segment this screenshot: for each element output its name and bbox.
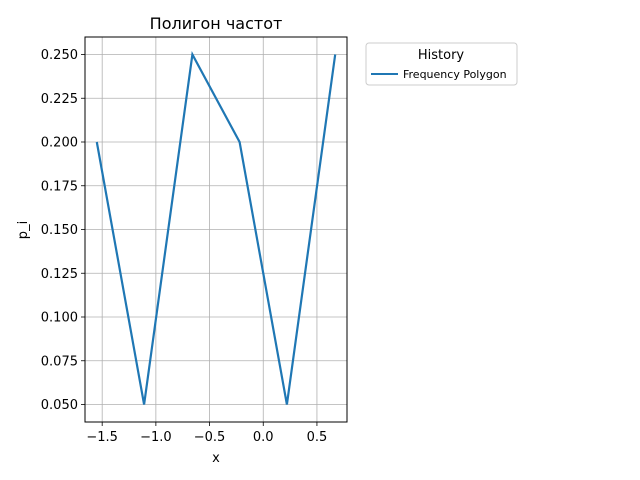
y-tick-label: 0.075	[41, 354, 78, 369]
legend-box	[365, 42, 518, 86]
x-tick-label: 0.5	[307, 430, 328, 445]
chart-title: Полигон частот	[150, 14, 283, 33]
y-tick-label: 0.150	[41, 223, 78, 238]
y-axis-label: p_i	[16, 221, 31, 239]
y-tick-label: 0.175	[41, 179, 78, 194]
y-tick-label: 0.250	[41, 48, 78, 63]
x-axis: −1.5 −1.0 −0.5 0.0 0.5	[86, 422, 327, 445]
y-tick-label: 0.050	[41, 398, 78, 413]
x-tick-label: −0.5	[194, 430, 226, 445]
y-tick-label: 0.225	[41, 92, 78, 107]
y-tick-label: 0.200	[41, 136, 78, 151]
series-layer	[95, 51, 337, 405]
series-line-0	[95, 51, 337, 405]
y-tick-label: 0.100	[41, 311, 78, 326]
x-tick-label: −1.5	[86, 430, 118, 445]
legend-title: History	[418, 48, 465, 63]
legend-entry-label: Frequency Polygon	[403, 68, 507, 81]
x-axis-label: x	[212, 451, 220, 466]
y-axis: 0.050 0.075 0.100 0.125 0.150 0.175 0.200 0.225…	[41, 48, 85, 413]
x-tick-label: −1.0	[140, 430, 172, 445]
y-tick-label: 0.125	[41, 267, 78, 282]
x-tick-label: 0.0	[253, 430, 274, 445]
legend: History Frequency Polygon	[365, 42, 518, 86]
